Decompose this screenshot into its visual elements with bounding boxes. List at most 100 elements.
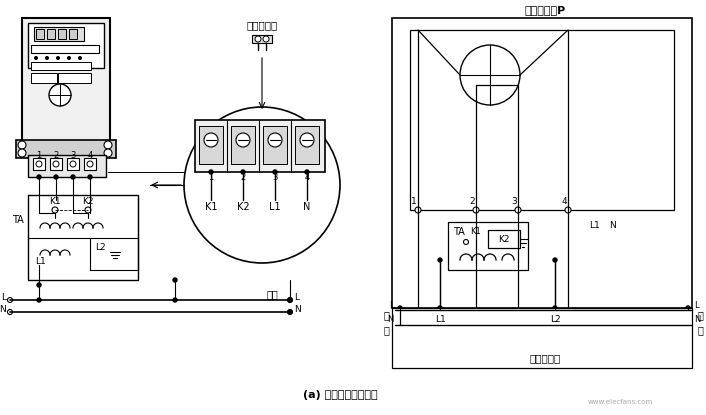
Circle shape [45, 56, 49, 59]
Bar [263, 126, 287, 164]
Text: N: N [388, 315, 394, 325]
Text: L1: L1 [269, 202, 281, 212]
Circle shape [18, 141, 26, 149]
Circle shape [35, 56, 37, 59]
Text: K2: K2 [498, 234, 510, 244]
Text: (a) 专用电能表接线图: (a) 专用电能表接线图 [303, 390, 377, 400]
Text: TA: TA [453, 227, 465, 237]
Circle shape [68, 56, 71, 59]
Bar [69, 29, 77, 39]
Text: L2: L2 [95, 244, 105, 252]
Bar [33, 158, 45, 170]
Circle shape [173, 298, 177, 302]
Bar [28, 155, 106, 177]
Circle shape [36, 161, 42, 167]
Bar [50, 158, 62, 170]
Bar [28, 195, 138, 280]
Circle shape [263, 36, 269, 42]
Text: L1: L1 [590, 220, 600, 229]
Circle shape [71, 175, 75, 179]
Circle shape [56, 56, 59, 59]
Text: L2: L2 [550, 315, 561, 325]
Bar [47, 29, 55, 39]
Circle shape [173, 278, 177, 282]
Text: 1: 1 [37, 151, 42, 161]
Circle shape [37, 283, 41, 287]
Text: L: L [294, 293, 299, 303]
Circle shape [438, 308, 442, 312]
Text: 电: 电 [697, 310, 703, 320]
Text: 1: 1 [411, 198, 417, 207]
Bar [488, 230, 520, 248]
Circle shape [686, 306, 690, 310]
Bar [31, 45, 99, 53]
Circle shape [184, 107, 340, 263]
Circle shape [415, 207, 421, 213]
Circle shape [53, 161, 59, 167]
Circle shape [54, 175, 58, 179]
Text: TA: TA [12, 215, 24, 225]
Circle shape [287, 298, 292, 303]
Circle shape [37, 175, 41, 179]
Text: 4: 4 [88, 151, 92, 161]
Text: 4: 4 [561, 198, 567, 207]
Circle shape [87, 161, 93, 167]
Circle shape [52, 207, 58, 213]
Text: L: L [390, 300, 394, 310]
Text: K2: K2 [83, 198, 94, 207]
Circle shape [288, 310, 292, 314]
Text: L1: L1 [35, 257, 45, 266]
Text: 1: 1 [208, 173, 214, 183]
Circle shape [305, 170, 309, 174]
Circle shape [438, 258, 442, 262]
Circle shape [300, 133, 314, 147]
Bar [22, 18, 110, 153]
Bar [67, 158, 79, 170]
Bar [84, 158, 96, 170]
Text: 3: 3 [511, 198, 517, 207]
Text: K1: K1 [470, 227, 481, 237]
Text: N: N [609, 220, 616, 229]
Bar [36, 29, 44, 39]
Circle shape [438, 306, 442, 310]
Bar [58, 73, 91, 83]
Bar [392, 308, 692, 368]
Circle shape [18, 149, 26, 157]
Text: 负载: 负载 [266, 289, 278, 299]
Circle shape [460, 45, 520, 105]
Bar [231, 126, 255, 164]
Text: L1: L1 [435, 315, 445, 325]
Text: 2: 2 [54, 151, 59, 161]
Text: 电路原理图: 电路原理图 [530, 353, 561, 363]
Circle shape [397, 308, 402, 312]
Circle shape [515, 207, 521, 213]
Text: 拆下小连片: 拆下小连片 [246, 20, 277, 30]
Circle shape [288, 298, 292, 302]
Bar [31, 73, 57, 83]
Circle shape [241, 170, 245, 174]
Bar [448, 222, 528, 270]
Circle shape [204, 133, 218, 147]
Circle shape [553, 306, 557, 310]
Bar [410, 30, 674, 210]
Bar [195, 120, 325, 172]
Bar [58, 29, 66, 39]
Text: L: L [1, 293, 6, 303]
Text: 2: 2 [240, 173, 246, 183]
Text: www.elecfans.com: www.elecfans.com [587, 399, 652, 405]
Circle shape [473, 207, 479, 213]
Circle shape [686, 323, 690, 327]
Circle shape [398, 323, 402, 327]
Circle shape [686, 322, 690, 327]
Text: K2: K2 [237, 202, 249, 212]
Text: N: N [694, 315, 700, 325]
Text: N: N [304, 202, 311, 212]
Circle shape [397, 322, 402, 327]
Circle shape [88, 175, 92, 179]
Bar [252, 35, 272, 43]
Circle shape [236, 133, 250, 147]
Text: K1: K1 [205, 202, 217, 212]
Bar [199, 126, 223, 164]
Circle shape [78, 56, 81, 59]
Text: 3: 3 [273, 173, 277, 183]
